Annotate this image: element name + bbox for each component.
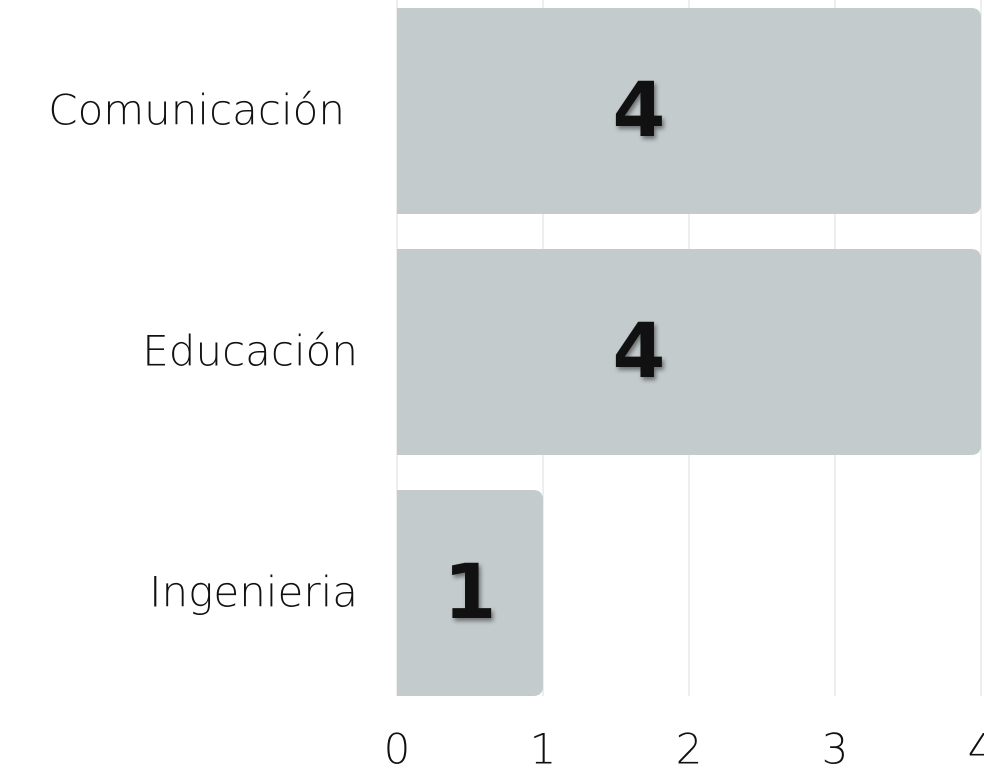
y-tick-label: Comunicación (48, 86, 345, 135)
x-tick-label: 4 (968, 725, 984, 774)
x-tick-label: 1 (530, 725, 557, 774)
value-label: 4 (613, 306, 666, 395)
bar (397, 490, 543, 696)
bar (397, 8, 981, 214)
y-tick-label: Educación (142, 327, 358, 376)
value-label: 4 (613, 65, 666, 154)
y-tick-label: Ingenieria (149, 568, 358, 617)
x-tick-label: 3 (822, 725, 849, 774)
x-tick-label: 0 (384, 725, 411, 774)
bar (397, 249, 981, 455)
x-tick-label: 2 (676, 725, 703, 774)
value-label: 1 (444, 547, 497, 636)
